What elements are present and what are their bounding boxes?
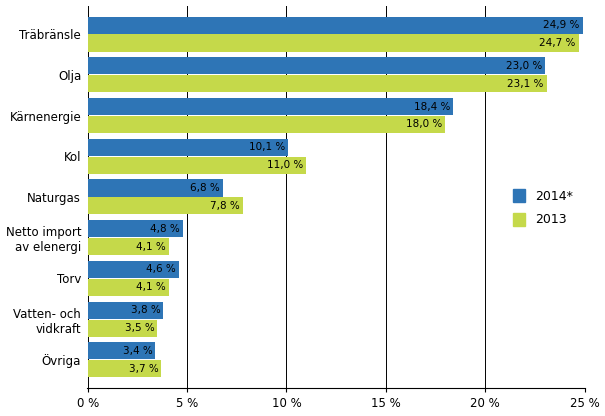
Text: 24,7 %: 24,7 % bbox=[539, 38, 575, 48]
Text: 24,9 %: 24,9 % bbox=[543, 20, 580, 30]
Bar bbox=[88, 319, 157, 337]
Bar bbox=[88, 116, 445, 133]
Legend: 2014*, 2013: 2014*, 2013 bbox=[508, 184, 578, 231]
Text: 10,1 %: 10,1 % bbox=[249, 142, 286, 152]
Bar bbox=[88, 179, 223, 197]
Bar bbox=[88, 279, 169, 296]
Bar bbox=[88, 98, 453, 115]
Text: 23,0 %: 23,0 % bbox=[506, 61, 542, 71]
Text: 18,4 %: 18,4 % bbox=[414, 102, 451, 111]
Bar bbox=[88, 220, 183, 237]
Text: 3,8 %: 3,8 % bbox=[131, 305, 160, 315]
Text: 23,1 %: 23,1 % bbox=[508, 79, 544, 89]
Bar bbox=[88, 157, 306, 174]
Text: 4,1 %: 4,1 % bbox=[137, 282, 166, 292]
Bar bbox=[88, 75, 547, 92]
Bar bbox=[88, 198, 243, 215]
Text: 18,0 %: 18,0 % bbox=[406, 119, 442, 129]
Text: 4,1 %: 4,1 % bbox=[137, 242, 166, 252]
Bar bbox=[88, 57, 545, 74]
Text: 7,8 %: 7,8 % bbox=[210, 201, 240, 211]
Text: 4,6 %: 4,6 % bbox=[146, 265, 176, 275]
Text: 4,8 %: 4,8 % bbox=[151, 224, 180, 234]
Bar bbox=[88, 261, 179, 278]
Bar bbox=[88, 35, 578, 52]
Bar bbox=[88, 17, 583, 34]
Bar bbox=[88, 342, 155, 359]
Bar bbox=[88, 360, 162, 377]
Bar bbox=[88, 238, 169, 255]
Text: 3,4 %: 3,4 % bbox=[123, 346, 152, 356]
Text: 3,7 %: 3,7 % bbox=[128, 364, 159, 374]
Text: 6,8 %: 6,8 % bbox=[190, 183, 220, 193]
Bar bbox=[88, 139, 289, 156]
Text: 3,5 %: 3,5 % bbox=[125, 323, 154, 333]
Bar bbox=[88, 302, 163, 319]
Text: 11,0 %: 11,0 % bbox=[267, 160, 303, 170]
